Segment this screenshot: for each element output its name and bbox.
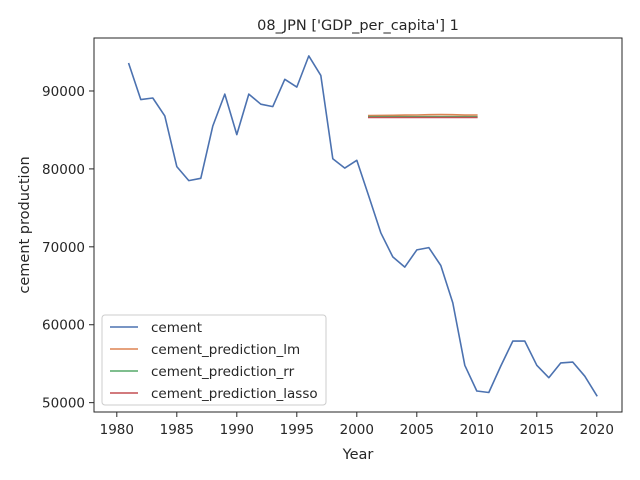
- y-tick-label: 60000: [42, 318, 85, 334]
- legend-label-cement_prediction_rr: cement_prediction_rr: [151, 364, 295, 380]
- chart-title: 08_JPN ['GDP_per_capita'] 1: [257, 18, 459, 34]
- y-tick-label: 50000: [42, 396, 85, 412]
- legend: cement cement_prediction_lm cement_predict…: [101, 314, 327, 406]
- plot-frame: [93, 37, 623, 413]
- y-tick-label: 70000: [42, 240, 85, 256]
- x-axis-ticks: 1980 1985 1990 1995 2000 2005 2010 2015 2020: [100, 412, 614, 438]
- legend-label-cement: cement: [151, 320, 202, 336]
- x-axis-label: Year: [342, 447, 374, 463]
- x-tick-label: 1990: [220, 422, 254, 438]
- x-tick-label: 1980: [100, 422, 134, 438]
- legend-label-cement_prediction_lm: cement_prediction_lm: [151, 342, 300, 358]
- series-layer: [127, 55, 598, 397]
- legend-box: [101, 314, 327, 406]
- series-line-cement_prediction_lm: [367, 113, 478, 117]
- x-tick-label: 2020: [580, 422, 614, 438]
- y-axis-label: cement production: [17, 156, 33, 293]
- x-tick-label: 2010: [460, 422, 494, 438]
- series-line-cement: [127, 55, 598, 397]
- x-tick-label: 2015: [520, 422, 554, 438]
- y-tick-label: 90000: [42, 84, 85, 100]
- x-tick-label: 2000: [340, 422, 374, 438]
- x-tick-label: 1985: [160, 422, 194, 438]
- legend-label-cement_prediction_lasso: cement_prediction_lasso: [151, 386, 318, 402]
- x-tick-label: 2005: [400, 422, 434, 438]
- y-tick-label: 80000: [42, 162, 85, 178]
- x-tick-label: 1995: [280, 422, 314, 438]
- y-axis-ticks: 50000 60000 70000 80000 90000: [42, 84, 94, 412]
